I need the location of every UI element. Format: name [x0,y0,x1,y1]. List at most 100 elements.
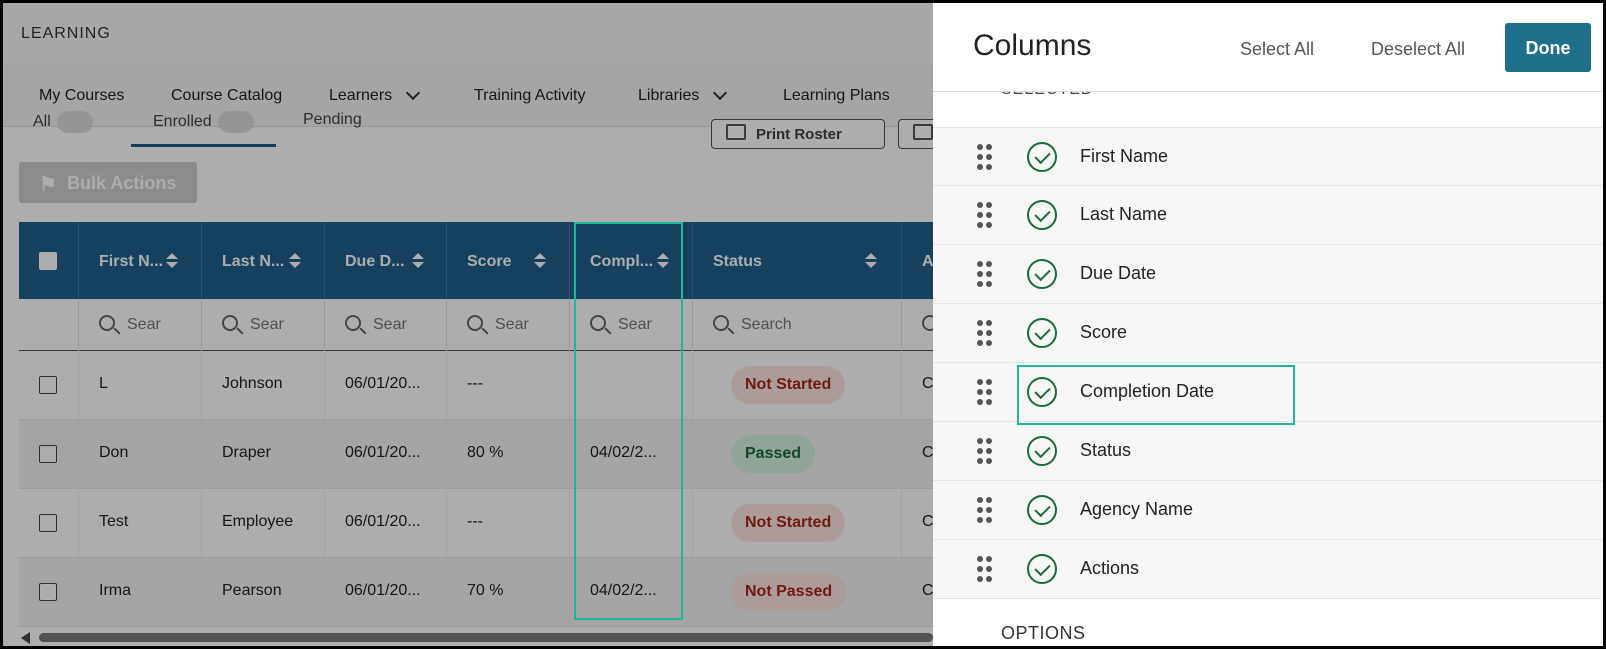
cell-completion [570,351,693,420]
select-all-checkbox[interactable] [39,252,57,270]
sort-icon[interactable] [289,253,301,269]
cell-first-name: Test [79,489,202,558]
row-select-cell [19,489,79,558]
check-circle-icon[interactable] [1027,318,1057,348]
cell-last-name: Draper [202,420,325,489]
row-checkbox[interactable] [39,445,57,463]
drag-handle-icon[interactable] [977,497,993,523]
table-row[interactable]: L Johnson 06/01/20... --- Not Started C [19,351,934,420]
nav-learners[interactable]: Learners [329,85,421,105]
list-item[interactable]: Completion Date [933,363,1603,422]
check-circle-icon[interactable] [1027,259,1057,289]
col-header-first-name[interactable]: First N... [79,222,202,299]
sort-icon[interactable] [166,253,178,269]
column-label: Status [1080,440,1132,460]
sort-icon[interactable] [657,253,669,269]
bulk-actions-button[interactable]: ⚑ Bulk Actions [19,162,197,203]
check-circle-icon[interactable] [1027,200,1057,230]
cell-first-name: Don [79,420,202,489]
row-checkbox[interactable] [39,514,57,532]
drag-handle-icon[interactable] [977,320,993,346]
tab-enrolled[interactable]: Enrolled [153,111,254,133]
printer-icon [726,124,746,140]
search-due-date[interactable]: Sear [325,299,447,351]
search-last-name[interactable]: Sear [202,299,325,351]
search-icon [467,315,483,331]
column-label: Score [1080,322,1128,342]
nav-course-catalog[interactable]: Course Catalog [171,87,283,104]
col-header-status[interactable]: Status [693,222,902,299]
col-header-due-date[interactable]: Due D... [325,222,447,299]
check-circle-icon[interactable] [1027,495,1057,525]
col-header-agency[interactable]: A [922,253,934,270]
main-nav: My Courses Course Catalog Learners Train… [3,63,933,127]
cell-first-name: Irma [79,558,202,627]
select-all-button[interactable]: Select All [1240,39,1315,59]
sort-icon[interactable] [534,253,546,269]
active-tab-indicator [131,144,276,147]
drag-handle-icon[interactable] [977,438,993,464]
search-score[interactable]: Sear [447,299,570,351]
check-circle-icon[interactable] [1027,377,1057,407]
cell-agency: C [922,582,934,599]
search-completion[interactable]: Sear [570,299,693,351]
col-header-last-name[interactable]: Last N... [202,222,325,299]
cell-last-name: Employee [202,489,325,558]
cell-status: Passed [693,420,902,489]
column-label: Last Name [1080,204,1168,224]
nav-libraries[interactable]: Libraries [638,85,728,105]
deselect-all-button[interactable]: Deselect All [1371,39,1466,59]
horizontal-scrollbar[interactable] [19,631,933,644]
check-circle-icon[interactable] [1027,142,1057,172]
columns-panel: Columns Select All Deselect All Done SEL… [933,3,1603,646]
app-title: LEARNING [21,25,111,42]
cell-score: 80 % [447,420,570,489]
drag-handle-icon[interactable] [977,379,993,405]
sort-icon[interactable] [865,253,877,269]
table-header: First N... Last N... Due D... Score Comp… [19,222,934,299]
scrollbar-thumb[interactable] [39,633,933,642]
list-item[interactable]: First Name [933,127,1603,186]
drag-handle-icon[interactable] [977,261,993,287]
scroll-left-icon[interactable] [21,632,30,644]
search-cell-empty [19,299,79,351]
list-item[interactable]: Last Name [933,186,1603,245]
nav-learning-plans[interactable]: Learning Plans [783,87,890,104]
nav-my-courses[interactable]: My Courses [39,87,125,104]
table-row[interactable]: Don Draper 06/01/20... 80 % 04/02/2... P… [19,420,934,489]
table-row[interactable]: Irma Pearson 06/01/20... 70 % 04/02/2...… [19,558,934,627]
list-item[interactable]: Agency Name [933,481,1603,540]
search-icon [590,315,606,331]
drag-handle-icon[interactable] [977,556,993,582]
row-checkbox[interactable] [39,376,57,394]
search-icon [99,315,115,331]
check-circle-icon[interactable] [1027,554,1057,584]
col-header-score[interactable]: Score [447,222,570,299]
status-badge: Not Started [731,366,846,404]
drag-handle-icon[interactable] [977,202,993,228]
list-item[interactable]: Actions [933,540,1603,599]
cell-status: Not Passed [693,558,902,627]
col-header-completion[interactable]: Compl... [570,222,693,299]
nav-training-activity[interactable]: Training Activity [474,87,586,104]
done-button[interactable]: Done [1505,23,1591,72]
check-circle-icon[interactable] [1027,436,1057,466]
top-bar: LEARNING [3,3,933,63]
drag-handle-icon[interactable] [977,144,993,170]
list-item[interactable]: Score [933,304,1603,363]
search-status[interactable]: Search [693,299,902,351]
sort-icon[interactable] [412,253,424,269]
column-label: Due Date [1080,263,1157,283]
status-badge: Not Started [731,504,846,542]
list-item[interactable]: Due Date [933,245,1603,304]
modal-backdrop[interactable] [3,3,933,646]
table-row[interactable]: Test Employee 06/01/20... --- Not Starte… [19,489,934,558]
print-roster-button[interactable]: Print Roster [711,119,885,149]
tab-all[interactable]: All [33,111,93,133]
row-checkbox[interactable] [39,583,57,601]
tab-pending[interactable]: Pending [303,111,362,128]
list-item[interactable]: Status [933,422,1603,481]
cell-score: 70 % [447,558,570,627]
row-select-cell [19,351,79,420]
search-first-name[interactable]: Sear [79,299,202,351]
